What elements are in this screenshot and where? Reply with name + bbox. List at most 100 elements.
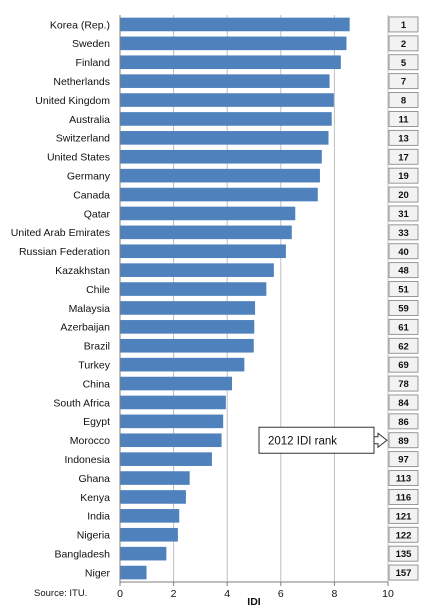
rank-box-frame — [388, 356, 419, 373]
x-tick-label: 2 — [171, 588, 177, 600]
category-label: Russian Federation — [19, 246, 110, 258]
category-label: Morocco — [70, 435, 110, 447]
rank-box: 62 — [388, 337, 419, 354]
rank-box-frame — [388, 92, 419, 108]
bar — [120, 395, 226, 410]
rank-box-frame — [388, 281, 419, 297]
rank-label: 69 — [398, 360, 409, 371]
bar — [120, 320, 255, 334]
bar — [120, 36, 347, 51]
callout-label: 2012 IDI rank — [268, 435, 337, 447]
rank-box: 51 — [388, 281, 419, 297]
rank-box-frame — [388, 300, 419, 316]
rank-box-frame — [388, 129, 419, 146]
bar — [120, 282, 267, 296]
bar — [120, 546, 167, 561]
rank-box-frame — [388, 507, 419, 524]
category-label: Sweden — [72, 38, 110, 50]
rank-box-frame — [388, 54, 419, 71]
rank-box-frame — [388, 451, 419, 468]
category-label: China — [83, 378, 111, 390]
bar — [120, 17, 350, 32]
bar — [120, 471, 190, 485]
bar — [120, 112, 332, 126]
rank-box-frame — [388, 318, 419, 335]
category-label: Finland — [76, 57, 111, 69]
rank-box: 40 — [388, 243, 419, 260]
rank-box-frame — [388, 470, 419, 486]
bar — [120, 376, 233, 391]
rank-box: 31 — [388, 205, 419, 222]
rank-box: 135 — [388, 545, 419, 562]
rank-box: 157 — [388, 564, 419, 581]
bar — [120, 527, 178, 542]
rank-box: 78 — [388, 375, 419, 392]
rank-box-frame — [388, 337, 419, 354]
rank-label: 121 — [396, 511, 413, 522]
category-label: Chile — [86, 284, 110, 296]
bar — [120, 301, 256, 315]
category-label: Turkey — [78, 359, 110, 371]
category-label: Kenya — [80, 492, 110, 504]
rank-box-frame — [388, 35, 419, 52]
bar — [120, 225, 292, 240]
rank-box: 122 — [388, 526, 419, 543]
rank-box: 7 — [388, 73, 419, 90]
category-label: Nigeria — [77, 530, 110, 542]
rank-label: 78 — [398, 379, 409, 390]
category-label: Qatar — [84, 208, 111, 220]
rank-box: 33 — [388, 224, 419, 241]
bar — [120, 168, 320, 183]
rank-box: 19 — [388, 167, 419, 184]
rank-label: 97 — [398, 455, 409, 466]
rank-box: 89 — [388, 432, 419, 449]
rank-box: 97 — [388, 451, 419, 468]
rank-box: 17 — [388, 148, 419, 165]
x-tick-label: 10 — [382, 588, 394, 600]
rank-label: 5 — [401, 58, 407, 69]
category-label: United Arab Emirates — [11, 227, 110, 239]
rank-label: 7 — [401, 77, 406, 88]
category-label: United States — [47, 152, 110, 164]
rank-box-frame — [388, 167, 419, 184]
rank-box-frame — [388, 432, 419, 449]
rank-box-frame — [388, 526, 419, 543]
category-label: Ghana — [78, 473, 110, 485]
bar — [120, 187, 318, 202]
rank-label: 116 — [396, 492, 411, 503]
rank-label: 13 — [398, 133, 409, 144]
x-tick-label: 8 — [331, 588, 337, 600]
rank-box-frame — [388, 111, 419, 127]
bar — [120, 206, 296, 221]
bar — [120, 55, 341, 70]
rank-label: 113 — [396, 474, 411, 485]
bars — [120, 17, 350, 580]
rank-boxes: 1257811131719203133404851596162697884868… — [388, 16, 419, 581]
rank-label: 48 — [398, 266, 409, 277]
rank-box: 84 — [388, 394, 419, 411]
rank-box: 69 — [388, 356, 419, 373]
bar — [120, 149, 322, 164]
bar — [120, 452, 212, 466]
rank-box-frame — [388, 545, 419, 562]
rank-box: 2 — [388, 35, 419, 52]
category-label: Indonesia — [64, 454, 110, 466]
category-label: Kazakhstan — [55, 265, 110, 277]
x-axis: 0 2 4 6 8 10 — [117, 15, 394, 600]
x-tick-label: 0 — [117, 588, 123, 600]
rank-box-frame — [388, 224, 419, 241]
bar — [120, 93, 334, 107]
category-labels: Korea (Rep.) Sweden Finland Netherlands Unit… — [11, 19, 111, 579]
rank-label: 40 — [398, 247, 409, 258]
rank-box: 59 — [388, 300, 419, 316]
rank-label: 86 — [398, 417, 409, 428]
rank-label: 135 — [396, 549, 413, 560]
rank-box: 121 — [388, 507, 419, 524]
category-label: Korea (Rep.) — [50, 19, 110, 31]
rank-label: 20 — [398, 190, 409, 201]
category-label: Egypt — [83, 416, 110, 428]
rank-box: 113 — [388, 470, 419, 486]
category-label: United Kingdom — [35, 95, 110, 107]
rank-label: 122 — [396, 530, 412, 541]
rank-label: 17 — [398, 152, 409, 163]
